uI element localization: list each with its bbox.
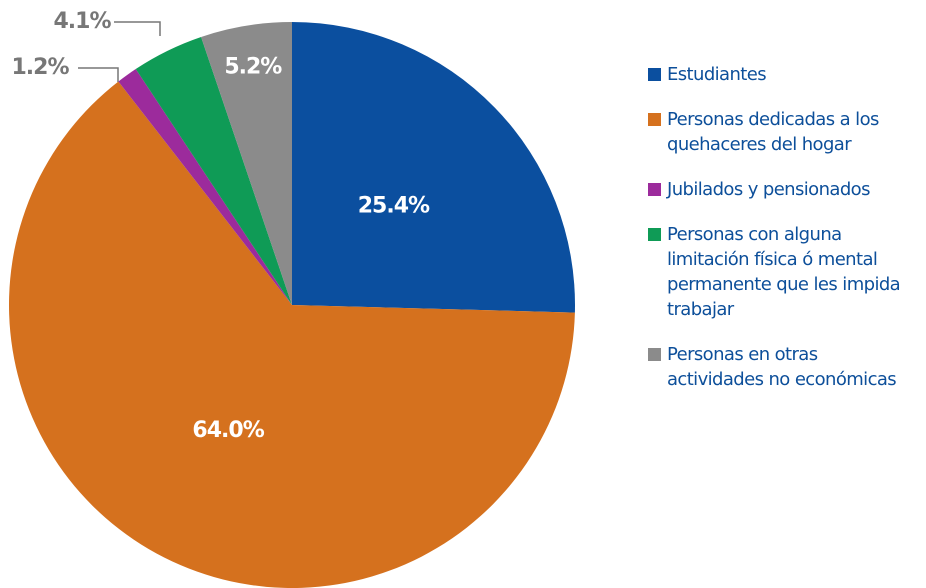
- legend-label: Personas en otras actividades no económi…: [667, 344, 897, 390]
- legend-swatch: [648, 183, 661, 196]
- slice-label: 1.2%: [11, 55, 69, 80]
- legend-label: Estudiantes: [667, 64, 767, 85]
- slice-label: 5.2%: [224, 55, 282, 80]
- leader-line: [78, 67, 119, 82]
- legend: Estudiantes Personas dedicadas a los queh…: [648, 62, 918, 412]
- pie-slice: [118, 69, 293, 306]
- pie-slice: [9, 81, 575, 588]
- slice-label: 64.0%: [192, 418, 264, 443]
- pie-slice: [201, 22, 292, 305]
- legend-item: Personas en otras actividades no económi…: [648, 342, 918, 392]
- legend-swatch: [648, 113, 661, 126]
- legend-label: Personas con alguna limitación física ó …: [667, 224, 901, 320]
- leader-line: [114, 21, 161, 36]
- pie-slice: [292, 22, 575, 313]
- legend-item: Jubilados y pensionados: [648, 177, 918, 202]
- slice-label: 4.1%: [53, 9, 111, 34]
- legend-swatch: [648, 228, 661, 241]
- legend-item: Personas dedicadas a los quehaceres del …: [648, 107, 918, 157]
- legend-label: Personas dedicadas a los quehaceres del …: [667, 109, 879, 155]
- legend-item: Estudiantes: [648, 62, 918, 87]
- slice-label: 25.4%: [358, 193, 430, 218]
- legend-item: Personas con alguna limitación física ó …: [648, 222, 918, 322]
- legend-swatch: [648, 68, 661, 81]
- legend-swatch: [648, 348, 661, 361]
- pie-slice: [135, 37, 292, 305]
- legend-label: Jubilados y pensionados: [667, 179, 870, 200]
